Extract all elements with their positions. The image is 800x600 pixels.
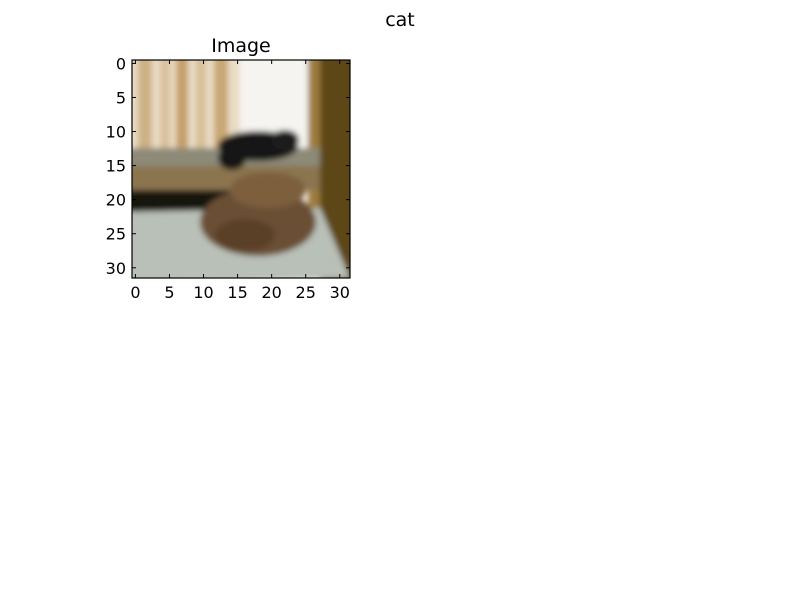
figure-suptitle: cat — [385, 9, 415, 31]
y-tick-label: 10 — [106, 123, 126, 142]
cat-photo — [132, 60, 350, 278]
y-tick-label: 5 — [116, 88, 126, 107]
y-tick-label: 0 — [116, 54, 126, 73]
x-tick-label: 30 — [330, 283, 350, 302]
axes-frame — [131, 59, 351, 279]
y-tick-label: 15 — [106, 157, 126, 176]
x-tick-label: 10 — [193, 283, 213, 302]
x-tick-label: 0 — [130, 283, 140, 302]
axes-title: Image — [211, 35, 271, 57]
x-tick-label: 20 — [261, 283, 281, 302]
x-tick-label: 15 — [227, 283, 247, 302]
x-tick-label: 25 — [296, 283, 316, 302]
x-tick-label: 5 — [164, 283, 174, 302]
y-tick-label: 30 — [106, 259, 126, 278]
y-tick-label: 20 — [106, 191, 126, 210]
y-tick-label: 25 — [106, 225, 126, 244]
